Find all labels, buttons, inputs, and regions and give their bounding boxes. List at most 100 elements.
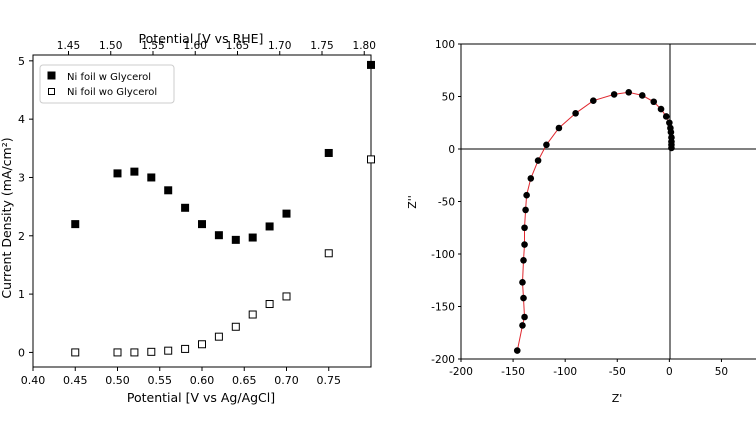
right-plot-frame [460,43,756,360]
left-legend: Ni foil w Glycerol Ni foil wo Glycerol [39,64,175,104]
left-x-tick-label: 0.65 [232,374,257,387]
left-x-axis-title: Potential [V vs Ag/AgCl] [127,390,275,405]
left-y-tick-label: 5 [18,55,25,68]
left-y-tick-label: 1 [18,288,25,301]
left-top-x-ticks: 1.45 1.50 1.55 1.60 1.65 1.70 1.75 1.80 [57,40,376,55]
series-2-point [113,348,122,357]
nyquist-point [534,157,542,164]
nyquist-point [521,313,528,321]
right-x-tick-label: 50 [715,366,728,378]
right-y-tick-label: 0 [448,144,455,156]
nyquist-point [519,279,526,286]
legend-marker-series-2 [48,88,55,95]
right-x-tick-label: -50 [609,366,626,378]
nyquist-point [520,257,527,264]
nyquist-point [513,347,521,354]
left-top-x-tick-label: 1.70 [268,40,291,52]
left-y-tick-label: 2 [18,230,25,243]
right-data-marks [513,89,675,354]
nyquist-point [667,128,675,136]
series-2-point [198,340,206,349]
nyquist-point [650,98,658,106]
series-1-point [181,203,190,212]
left-top-x-tick-label: 1.75 [310,40,333,52]
series-1-point [147,173,156,182]
nyquist-point [519,322,526,329]
series-2-point [71,348,80,357]
left-top-x-tick-label: 1.50 [99,40,122,52]
series-2-point [367,155,375,164]
right-x-tick-label: -150 [501,366,525,378]
nyquist-point [610,91,618,98]
nyquist-point [521,241,528,248]
right-x-tick-label: -100 [553,366,577,378]
right-y-axis-title: Z'' [406,195,419,209]
left-x-tick-label: 0.55 [148,374,173,387]
nyquist-point [572,110,579,117]
right-y-tick-label: 50 [442,92,455,104]
nyquist-point [666,119,673,127]
series-1-point [198,220,206,229]
left-y-axis-title: Current Density (mA/cm²) [0,137,14,298]
right-y-tick-label: -100 [431,249,455,261]
series-2-point [164,346,173,355]
right-y-tick-label: -150 [431,302,455,314]
series-1-point [282,209,291,218]
left-data-marks [71,60,375,357]
legend-label-series-2: Ni foil wo Glycerol [67,87,157,98]
left-top-x-tick-label: 1.80 [353,40,376,52]
right-x-tick-label: 0 [666,366,673,378]
series-1-point [231,235,240,244]
nyquist-point [668,144,675,152]
legend-marker-series-1 [47,71,56,80]
nyquist-point [520,294,527,302]
left-x-tick-label: 0.60 [190,374,215,387]
series-1-point [113,169,122,178]
nyquist-fit-line [516,91,672,351]
left-top-x-tick-label: 1.65 [226,40,249,52]
series-2-point [324,249,333,258]
left-top-x-tick-label: 1.60 [184,40,207,52]
series-1-point [164,186,173,195]
series-2-point [147,347,156,356]
nyquist-point [543,141,550,149]
legend-frame [39,64,175,104]
nyquist-point [625,89,633,96]
left-y-tick-label: 3 [18,171,25,184]
left-x-tick-label: 0.50 [105,374,130,387]
right-y-tick-label: -50 [438,197,455,209]
right-y-tick-label: 100 [435,39,455,51]
series-2-point [181,344,190,353]
left-top-x-tick-label: 1.55 [141,40,164,52]
left-top-x-tick-label: 1.45 [57,40,80,52]
left-x-ticks: 0.40 0.45 0.50 0.55 0.60 0.65 0.70 0.75 [21,367,341,387]
left-y-tick-label: 0 [18,346,25,359]
nyquist-point [521,224,528,232]
left-y-tick-label: 4 [18,113,25,126]
left-top-x-axis-title: Potential [V vs RHE] [139,31,264,46]
series-2-point [282,292,291,301]
nyquist-point [523,191,530,199]
right-x-ticks: -200 -150 -100 -50 0 50 [449,359,728,378]
nyquist-point [527,175,535,182]
series-2-point [214,332,223,341]
nyquist-point [590,97,597,104]
right-x-tick-label: -200 [449,366,473,378]
left-chart: 0.40 0.45 0.50 0.55 0.60 0.65 0.70 0.75 012345 … [0,31,376,405]
left-x-tick-label: 0.75 [317,374,342,387]
series-1-point [130,167,139,176]
right-y-ticks: -200 -150 -100 -50 0 50 100 [431,39,461,366]
legend-label-series-1: Ni foil w Glycerol [67,72,151,83]
series-1-point [248,233,257,242]
nyquist-point [662,113,670,120]
nyquist-point [638,92,646,99]
left-x-tick-label: 0.40 [21,374,46,387]
left-x-tick-label: 0.70 [274,374,299,387]
series-1-point [367,60,375,69]
left-x-tick-label: 0.45 [63,374,88,387]
series-1-point [324,148,333,157]
right-x-axis-title: Z' [612,392,623,405]
series-1-point [71,220,80,229]
series-2-point [248,310,257,319]
